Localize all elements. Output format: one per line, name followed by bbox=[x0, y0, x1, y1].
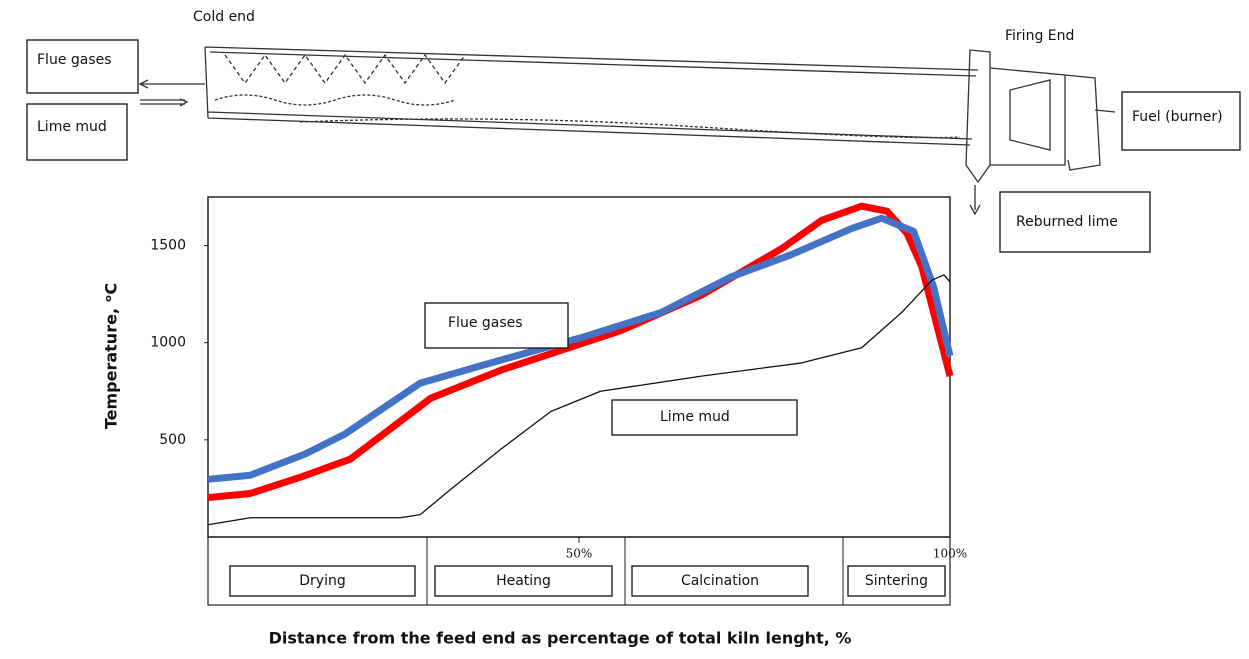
series-line bbox=[208, 275, 950, 525]
plot-frame bbox=[208, 197, 950, 537]
firing-end-label: Firing End bbox=[1005, 28, 1074, 44]
y-tick-label: 500 bbox=[159, 432, 186, 448]
series-label: Flue gases bbox=[448, 315, 523, 331]
page: Cold end Firing End Flue gases Lime mud … bbox=[0, 0, 1249, 655]
series-label: Lime mud bbox=[660, 409, 730, 425]
reburned-lime-label: Reburned lime bbox=[1016, 214, 1118, 230]
kiln-drawing bbox=[140, 47, 1115, 214]
fuel-label: Fuel (burner) bbox=[1132, 109, 1223, 125]
zone-label: Calcination bbox=[681, 573, 759, 589]
zone-label: Heating bbox=[496, 573, 551, 589]
cold-end-label: Cold end bbox=[193, 9, 255, 25]
x-tick-label: 100% bbox=[933, 547, 967, 561]
series-line bbox=[208, 206, 950, 497]
flue-gases-label: Flue gases bbox=[37, 52, 112, 68]
y-tick-label: 1000 bbox=[150, 335, 186, 351]
series-line bbox=[208, 218, 950, 479]
zone-label: Drying bbox=[299, 573, 345, 589]
zone-label: Sintering bbox=[865, 573, 928, 589]
y-axis-label: Temperature, ᵒC bbox=[102, 283, 121, 429]
lime-mud-label: Lime mud bbox=[37, 119, 107, 135]
x-tick-label: 50% bbox=[566, 547, 593, 561]
x-axis-label: Distance from the feed end as percentage… bbox=[269, 629, 852, 648]
y-tick-label: 1500 bbox=[150, 238, 186, 254]
